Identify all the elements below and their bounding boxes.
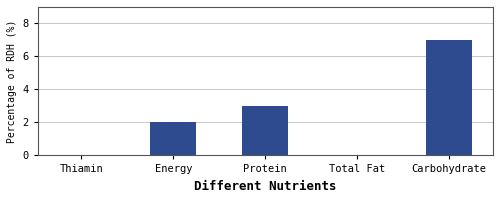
X-axis label: Different Nutrients: Different Nutrients bbox=[194, 180, 336, 193]
Bar bbox=[150, 122, 196, 155]
Bar bbox=[426, 40, 472, 155]
Bar bbox=[242, 106, 288, 155]
Y-axis label: Percentage of RDH (%): Percentage of RDH (%) bbox=[7, 20, 17, 143]
